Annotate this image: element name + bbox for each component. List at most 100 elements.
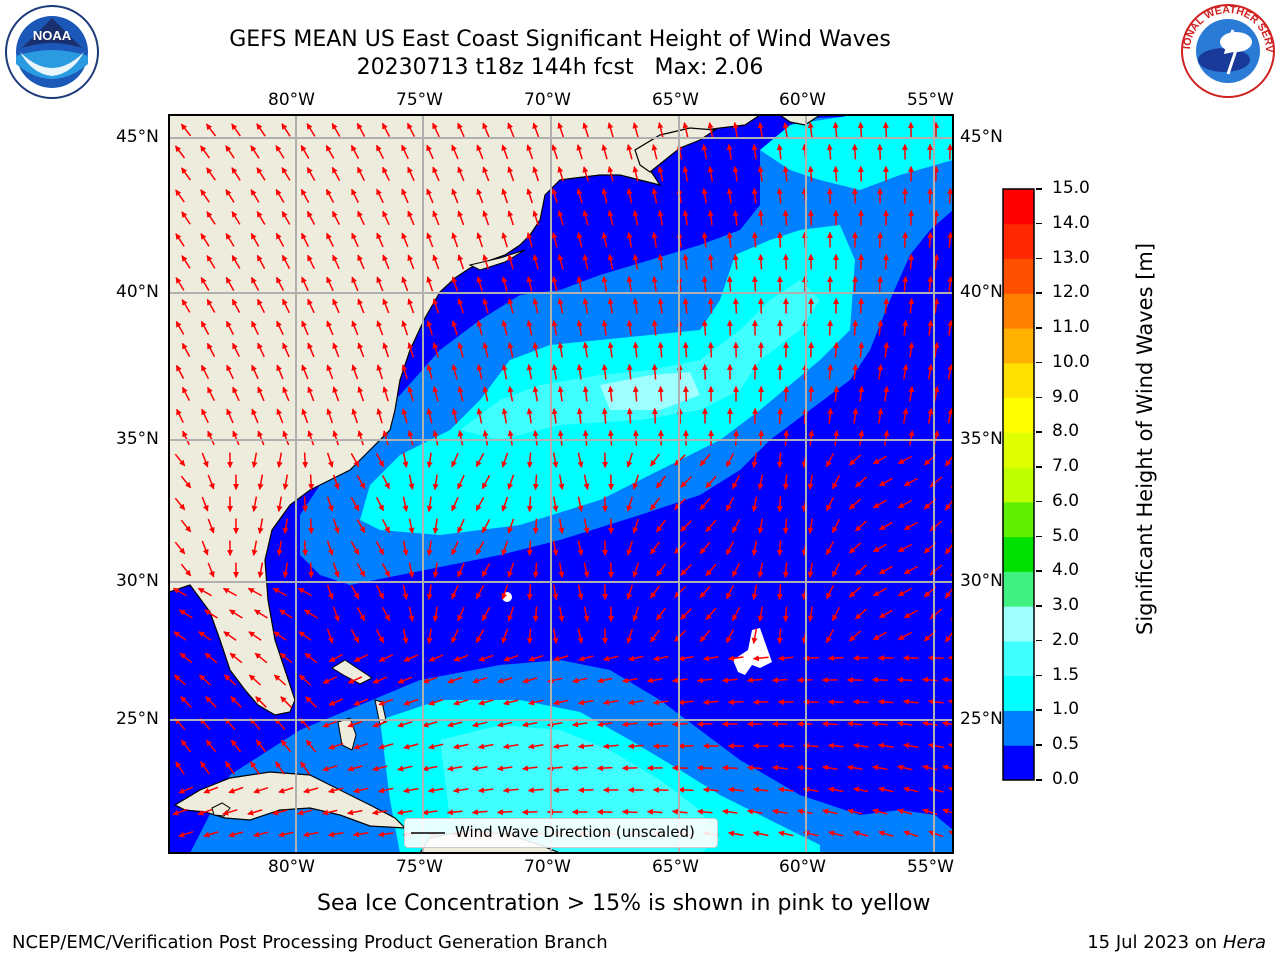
wave-direction-arrow [872,808,888,815]
wave-direction-arrow [626,188,633,204]
wave-direction-arrow [632,429,639,446]
wave-direction-arrow [482,254,490,270]
wave-direction-arrow [897,720,913,727]
wave-direction-arrow [256,210,266,225]
wave-direction-arrow [507,298,514,314]
wave-direction-arrow [825,540,835,556]
wave-direction-arrow [376,408,383,424]
wave-direction-arrow [426,628,433,644]
lat-label-left-40n: 40°N [116,282,159,302]
wave-direction-arrow [576,364,583,380]
wave-direction-arrow [908,209,915,226]
wave-direction-arrow [247,809,263,816]
wave-direction-arrow [350,585,360,600]
wave-direction-arrow [852,408,859,424]
wave-direction-arrow [331,210,341,226]
wave-direction-arrow [853,830,869,837]
wave-direction-arrow [225,276,235,291]
wave-direction-arrow [757,166,764,182]
wave-direction-arrow [356,166,366,182]
wave-direction-arrow [350,144,360,159]
wave-direction-arrow [247,587,262,597]
wave-direction-arrow [378,831,394,838]
wave-direction-arrow [607,122,614,138]
wave-direction-arrow [833,341,840,358]
wave-direction-arrow [308,518,315,535]
wave-direction-arrow [203,831,219,838]
wave-direction-arrow [408,562,415,578]
wave-direction-arrow [751,144,758,160]
wave-direction-arrow [381,122,391,137]
wave-direction-arrow [601,144,608,160]
wave-direction-arrow [557,298,564,314]
wave-direction-arrow [927,654,944,661]
wave-direction-arrow [532,474,539,491]
wave-direction-arrow [848,498,862,510]
wave-direction-arrow [752,742,769,749]
land-bahamas-grand [331,659,373,685]
wave-direction-arrow [180,696,192,708]
wave-direction-arrow [507,606,515,622]
wave-direction-arrow [403,654,419,662]
wave-direction-arrow [507,122,515,138]
wave-direction-arrow [276,452,283,468]
wave-direction-arrow [322,676,338,684]
wave-direction-arrow [651,319,658,336]
wave-direction-arrow [451,452,459,468]
wave-direction-arrow [256,254,266,269]
chart-title: GEFS MEAN US East Coast Significant Heig… [229,27,891,52]
wave-direction-arrow [353,787,369,794]
wave-direction-arrow [627,743,644,750]
wave-direction-arrow [682,210,689,226]
wave-direction-arrow [375,584,385,600]
wave-direction-arrow [877,319,884,336]
wave-direction-arrow [747,808,763,815]
wave-direction-arrow [626,276,633,292]
wave-direction-arrow [222,809,238,816]
wave-direction-arrow [733,429,740,446]
wave-direction-arrow [422,765,438,772]
wave-direction-arrow [382,386,389,402]
wave-direction-arrow [351,320,359,336]
wave-direction-arrow [632,606,640,622]
wave-direction-arrow [451,628,459,644]
lat-label-left-30n: 30°N [116,571,159,591]
wave-direction-arrow [457,430,464,446]
colorbar-swatch [1003,710,1034,746]
wave-direction-arrow [628,655,644,662]
wave-direction-arrow [696,764,713,771]
wave-direction-arrow [180,519,192,533]
wave-direction-arrow [903,477,918,487]
wave-direction-arrow [626,363,633,380]
wave-direction-arrow [432,430,439,446]
wave-direction-arrow [381,474,391,490]
wave-direction-arrow [275,188,285,203]
wave-direction-arrow [883,253,890,270]
lat-label-right-30n: 30°N [960,571,1003,591]
wave-direction-arrow [278,787,294,794]
wave-direction-arrow [649,541,661,555]
wave-direction-arrow [947,187,953,204]
wave-direction-arrow [882,121,889,138]
colorbar-tick-mark [1036,709,1042,711]
colorbar-label: Significant Height of Wind Waves [m] [1133,242,1157,635]
wave-direction-arrow [250,761,260,775]
wave-direction-arrow [582,342,589,358]
wave-direction-arrow [752,407,759,424]
wave-direction-arrow [848,630,862,642]
wave-direction-arrow [501,188,509,204]
wave-direction-arrow [253,831,269,838]
wave-direction-arrow [357,430,364,446]
wave-direction-arrow [257,342,265,358]
wave-direction-arrow [821,720,838,727]
chart-subtitle: 20230713 t18z 144h fcst Max: 2.06 [356,55,764,80]
colorbar-swatch [1003,571,1034,607]
wave-direction-arrow [481,563,491,578]
wave-direction-arrow [897,455,912,465]
wave-direction-arrow [257,474,264,490]
wave-direction-arrow [682,385,689,402]
wave-direction-arrow [776,540,783,557]
lon-label-top-60w: 60°W [779,90,826,110]
wave-direction-arrow [649,629,661,643]
wave-direction-arrow [657,298,664,314]
